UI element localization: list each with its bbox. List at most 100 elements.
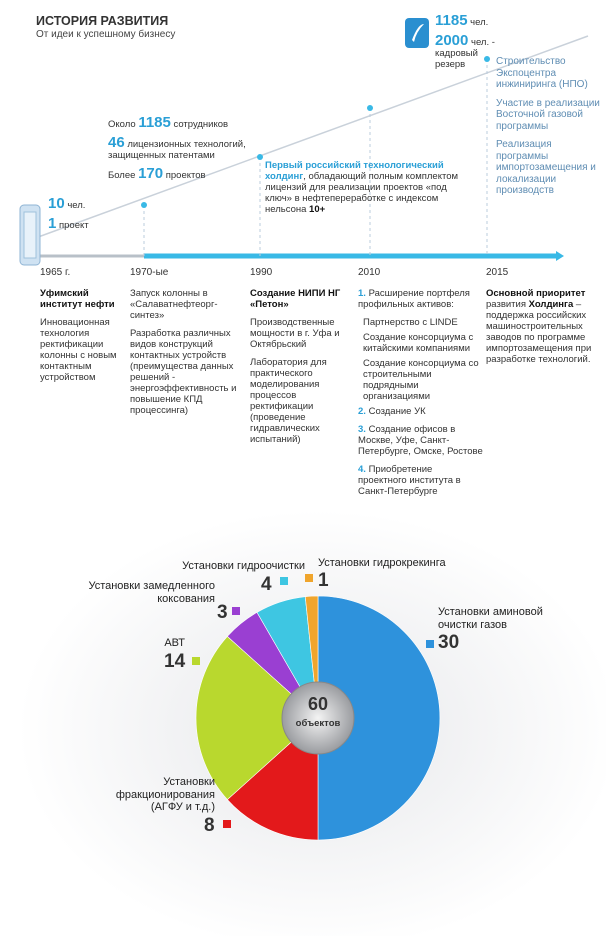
- text-segment: Расширение портфеля профильных активов:: [358, 288, 470, 310]
- paragraph: Лаборатория для практического моделирова…: [250, 357, 355, 445]
- text-segment: Более: [108, 170, 139, 181]
- text-block: Создание НИПИ НГ «Петон» Производственные…: [250, 288, 355, 452]
- category-label: Установки замедленного коксования: [88, 580, 215, 605]
- legend-swatch: [426, 640, 434, 648]
- text-segment: Производственные мощности в г. Уфа и Окт…: [250, 317, 340, 350]
- text-segment: 1: [48, 215, 57, 232]
- category-label: Установки фракционирования (АГФУ и т.д.): [115, 776, 215, 813]
- text-block: Первый российский технологический холдин…: [265, 160, 470, 222]
- text-segment: Первый российский технологический холдин…: [265, 160, 444, 182]
- text-segment: 1185: [435, 12, 468, 29]
- paragraph: 1 проект: [48, 215, 110, 232]
- text-segment: Создание консорциума с китайскими компан…: [363, 332, 474, 354]
- text-segment: лицензионных технологий, защищенных пате…: [108, 139, 246, 161]
- text-segment: Партнерство с LINDE: [363, 317, 458, 328]
- arrow: [556, 251, 564, 261]
- paragraph: Более 170 проектов: [108, 165, 258, 182]
- pie-slice: [226, 717, 319, 841]
- paragraph: Разработка различных видов конструкций к…: [130, 328, 242, 416]
- pie-slice: [317, 595, 441, 841]
- text-segment: 2000: [435, 32, 469, 49]
- paragraph: Основной приоритет развития Холдинга – п…: [486, 288, 601, 365]
- paragraph: 2. Создание УК: [358, 406, 483, 417]
- year-label: 1965 г.: [40, 267, 71, 278]
- value-label: 8: [204, 815, 215, 836]
- legend-swatch: [232, 607, 240, 615]
- text-segment: Участие в реализации Восточной газовой п…: [496, 97, 600, 132]
- donut-hole: [281, 681, 355, 755]
- paragraph: 3. Создание офисов в Москве, Уфе, Санкт-…: [358, 424, 483, 457]
- text-segment: 10+: [309, 204, 326, 215]
- text-segment: 2.: [358, 406, 366, 417]
- legend-swatch: [305, 574, 313, 582]
- trend-line: [29, 35, 589, 241]
- year-label: 2015: [486, 267, 509, 278]
- paragraph: Создание консорциума со строительными по…: [363, 358, 483, 402]
- category-label: Установки аминовой очистки газов: [438, 606, 543, 631]
- category-label: Установки гидроочистки: [182, 560, 305, 572]
- legend-swatch: [192, 657, 200, 665]
- text-segment: Создание УК: [365, 406, 426, 417]
- text-segment: проект: [56, 220, 89, 231]
- text-segment: сотрудников: [170, 119, 229, 130]
- paragraph: 46 лицензионных технологий, защищенных п…: [108, 135, 258, 161]
- text-segment: развития: [486, 299, 529, 310]
- paragraph: Уфимский институт нефти: [40, 288, 128, 310]
- value-label: 14: [164, 651, 186, 672]
- text-segment: Реализация программы импортозамещения и …: [496, 139, 596, 196]
- building-icon: [19, 204, 41, 266]
- text-segment: чел.: [467, 17, 489, 28]
- text-segment: 170: [138, 165, 164, 182]
- text-segment: 1.: [358, 288, 366, 299]
- text-block: Основной приоритет развития Холдинга – п…: [486, 288, 601, 372]
- paragraph: Участие в реализации Восточной газовой п…: [496, 98, 602, 133]
- paragraph: 2000 чел. - кадровый резерв: [435, 32, 507, 70]
- text-segment: Основной приоритет: [486, 288, 586, 299]
- value-label: 4: [261, 574, 272, 595]
- paragraph: 1185 чел.: [435, 12, 507, 29]
- year-label: 1970-ые: [130, 267, 169, 278]
- value-label: 30: [438, 632, 460, 653]
- text-block: 1185 чел. 2000 чел. - кадровый резерв: [435, 12, 507, 77]
- text-segment: проектов: [163, 170, 206, 181]
- paragraph: Партнерство с LINDE: [363, 317, 483, 328]
- total-value: 60: [308, 694, 328, 714]
- text-segment: Инновационная технология ректификации ко…: [40, 317, 117, 383]
- title: ИСТОРИЯ РАЗВИТИЯ: [36, 14, 169, 28]
- dots: [141, 56, 490, 208]
- text-block: 1. Расширение портфеля профильных активо…: [358, 288, 483, 504]
- text-segment: Холдинга: [528, 299, 574, 310]
- paragraph: 10 чел.: [48, 196, 110, 211]
- value-label: 3: [217, 602, 228, 623]
- text-segment: чел.: [64, 200, 86, 211]
- text-segment: Создание офисов в Москве, Уфе, Санкт-Пет…: [358, 424, 483, 457]
- text-segment: Создание НИПИ НГ «Петон»: [250, 288, 341, 310]
- text-segment: 3.: [358, 424, 366, 435]
- text-segment: Лаборатория для практического моделирова…: [250, 357, 327, 445]
- paragraph: 4. Приобретение проектного института в С…: [358, 464, 483, 497]
- text-segment: чел. - кадровый резерв: [435, 37, 495, 70]
- text-segment: Около: [108, 119, 139, 130]
- text-segment: Уфимский институт нефти: [40, 288, 115, 310]
- text-segment: Строительство Экспоцентра инжиниринга (Н…: [496, 56, 588, 90]
- text-block: Строительство Экспоцентра инжиниринга (Н…: [496, 56, 602, 204]
- paragraph: Создание консорциума с китайскими компан…: [363, 332, 483, 354]
- text-segment: Создание консорциума со строительными по…: [363, 358, 479, 402]
- value-label: 1: [318, 570, 329, 591]
- text-segment: – поддержка российских машиностроительны…: [486, 299, 592, 365]
- legend-swatch: [280, 577, 288, 585]
- text-block: Запуск колонны в «Салаватнефтеорг-синтез…: [130, 288, 242, 423]
- paragraph: Инновационная технология ректификации ко…: [40, 317, 128, 383]
- text-segment: Разработка различных видов конструкций к…: [130, 328, 237, 416]
- total-label: объектов: [296, 718, 341, 729]
- guides: [143, 59, 488, 256]
- subtitle: От идеи к успешному бизнесу: [36, 29, 176, 40]
- text-segment: 1185: [138, 114, 171, 131]
- text-block: 10 чел. 1 проект: [48, 196, 110, 238]
- text-segment: , обладающий полным комплектом лицензий …: [265, 171, 459, 215]
- paragraph: Строительство Экспоцентра инжиниринга (Н…: [496, 56, 602, 91]
- text-block: Около 1185 сотрудников 46 лицензионных те…: [108, 114, 258, 188]
- paragraph: Создание НИПИ НГ «Петон»: [250, 288, 355, 310]
